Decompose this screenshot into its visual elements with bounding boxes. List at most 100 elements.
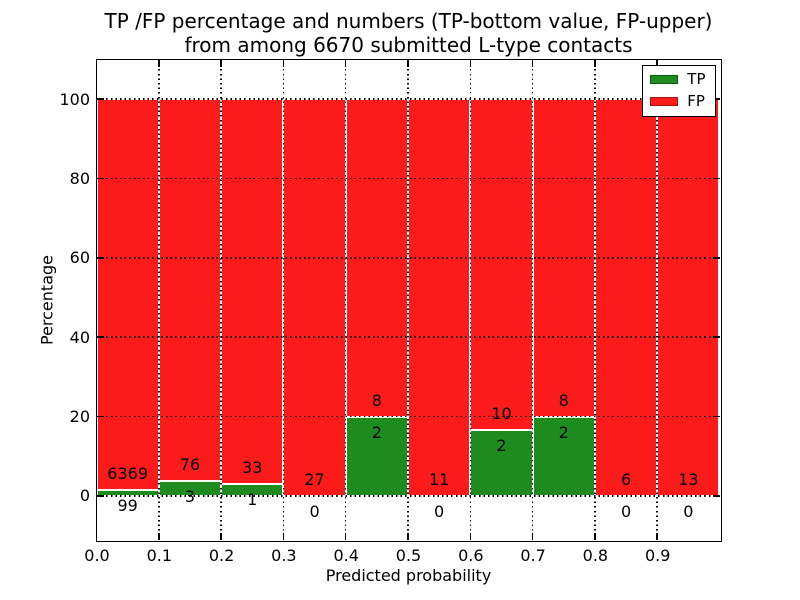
- fp-count-label: 33: [242, 458, 263, 478]
- legend-label-tp: TP: [687, 69, 706, 88]
- x-tick-label: 0.8: [582, 546, 609, 565]
- x-tick-mark: [469, 532, 472, 540]
- gridline-x: [407, 59, 409, 540]
- gridline-y: [96, 336, 720, 338]
- tp-count-label: 3: [184, 486, 196, 506]
- tp-count-label: 0: [434, 501, 445, 521]
- fp-count-label: 11: [428, 469, 450, 489]
- x-tick-mark: [469, 59, 472, 67]
- y-tick-label: 80: [69, 169, 90, 188]
- x-tick-mark: [531, 532, 534, 540]
- x-tick-label: 0.2: [208, 546, 235, 565]
- tp-color-swatch: [650, 74, 679, 84]
- x-tick-label: 0.5: [395, 546, 422, 565]
- gridline-y: [96, 495, 720, 497]
- fp-count-label: 76: [179, 454, 201, 474]
- y-tick-label: 40: [69, 327, 90, 347]
- x-tick-mark: [594, 59, 596, 67]
- tp-count-label: 2: [371, 422, 382, 442]
- y-tick-label: 0: [79, 486, 90, 506]
- tp-count-label: 2: [558, 422, 569, 442]
- x-tick-mark: [220, 532, 222, 540]
- x-tick-mark: [282, 59, 285, 67]
- chart-title-line2: from among 6670 submitted L-type contact…: [184, 33, 633, 57]
- fp-count-label: 6: [620, 469, 632, 489]
- tp-bar: [470, 429, 533, 496]
- gridline-x: [158, 59, 160, 540]
- x-tick-label: 0.9: [644, 546, 671, 565]
- tp-count-label: 0: [620, 501, 632, 521]
- y-tick-mark: [712, 98, 720, 100]
- y-tick-mark: [712, 415, 720, 418]
- x-tick-mark: [656, 532, 658, 540]
- x-tick-mark: [95, 59, 98, 67]
- x-tick-label: 0.3: [271, 546, 297, 565]
- plot-area: TP FP 6369 99 76 3 33 1 27 0 8 2 11 0 10 2 8 2 6 0 13 0: [95, 58, 722, 542]
- x-tick-mark: [594, 532, 596, 540]
- fp-bar: [221, 99, 284, 485]
- fp-bar: [594, 99, 658, 496]
- fp-bar: [470, 99, 533, 430]
- tp-count-label: 0: [683, 501, 694, 521]
- gridline-y: [96, 415, 720, 418]
- x-tick-mark: [407, 59, 409, 67]
- fp-bar: [283, 99, 346, 496]
- fp-count-label: 27: [304, 469, 325, 489]
- x-tick-label: 0.4: [333, 546, 359, 565]
- tp-count-label: 1: [247, 490, 258, 510]
- x-axis-label: Predicted probability: [325, 566, 492, 585]
- gridline-x: [220, 59, 222, 540]
- fp-bar: [158, 99, 222, 481]
- gridline-y: [96, 177, 720, 180]
- y-tick-mark: [96, 98, 104, 100]
- x-tick-mark: [656, 59, 658, 67]
- legend: TP FP: [642, 64, 716, 117]
- y-tick-mark: [96, 415, 104, 418]
- x-tick-label: 0.6: [458, 546, 484, 565]
- gridline-x: [594, 59, 596, 540]
- y-tick-mark: [96, 177, 104, 180]
- y-tick-mark: [712, 177, 720, 180]
- x-tick-mark: [282, 532, 285, 540]
- fp-count-label: 13: [678, 469, 699, 489]
- fp-count-label: 6369: [107, 463, 148, 483]
- gridline-x: [344, 59, 347, 540]
- fp-bar: [657, 99, 720, 496]
- gridline-x: [469, 59, 472, 540]
- tp-count-label: 99: [117, 495, 138, 515]
- x-tick-mark: [158, 532, 160, 540]
- y-tick-mark: [96, 336, 104, 338]
- fp-bar: [408, 99, 471, 496]
- tp-count-label: 0: [309, 501, 320, 521]
- legend-label-fp: FP: [687, 91, 705, 110]
- y-tick-label: 100: [59, 89, 90, 109]
- x-tick-mark: [407, 532, 409, 540]
- x-tick-label: 0.7: [520, 546, 546, 565]
- fp-color-swatch: [650, 96, 679, 106]
- tp-count-label: 2: [496, 435, 507, 455]
- chart-title: TP /FP percentage and numbers (TP-bottom…: [97, 9, 720, 57]
- chart-title-line1: TP /FP percentage and numbers (TP-bottom…: [104, 9, 713, 33]
- x-tick-mark: [344, 59, 347, 67]
- legend-item-tp: TP: [650, 69, 706, 88]
- gridline-x: [531, 59, 534, 540]
- gridline-y: [96, 98, 720, 100]
- fp-count-label: 8: [371, 390, 382, 410]
- y-tick-mark: [712, 257, 720, 259]
- tp-bar: [532, 416, 595, 496]
- x-tick-label: 0.1: [146, 546, 173, 565]
- y-tick-mark: [712, 495, 720, 497]
- y-tick-mark: [96, 257, 104, 259]
- x-tick-label: 0.0: [84, 546, 110, 565]
- gridline-x: [656, 59, 658, 540]
- x-tick-mark: [531, 59, 534, 67]
- y-tick-mark: [712, 336, 720, 338]
- fp-bar: [96, 99, 159, 490]
- x-tick-mark: [344, 532, 347, 540]
- gridline-y: [96, 257, 720, 259]
- fp-count-label: 10: [491, 403, 512, 423]
- y-tick-label: 60: [69, 248, 90, 268]
- x-tick-mark: [95, 532, 98, 540]
- legend-item-fp: FP: [650, 91, 705, 110]
